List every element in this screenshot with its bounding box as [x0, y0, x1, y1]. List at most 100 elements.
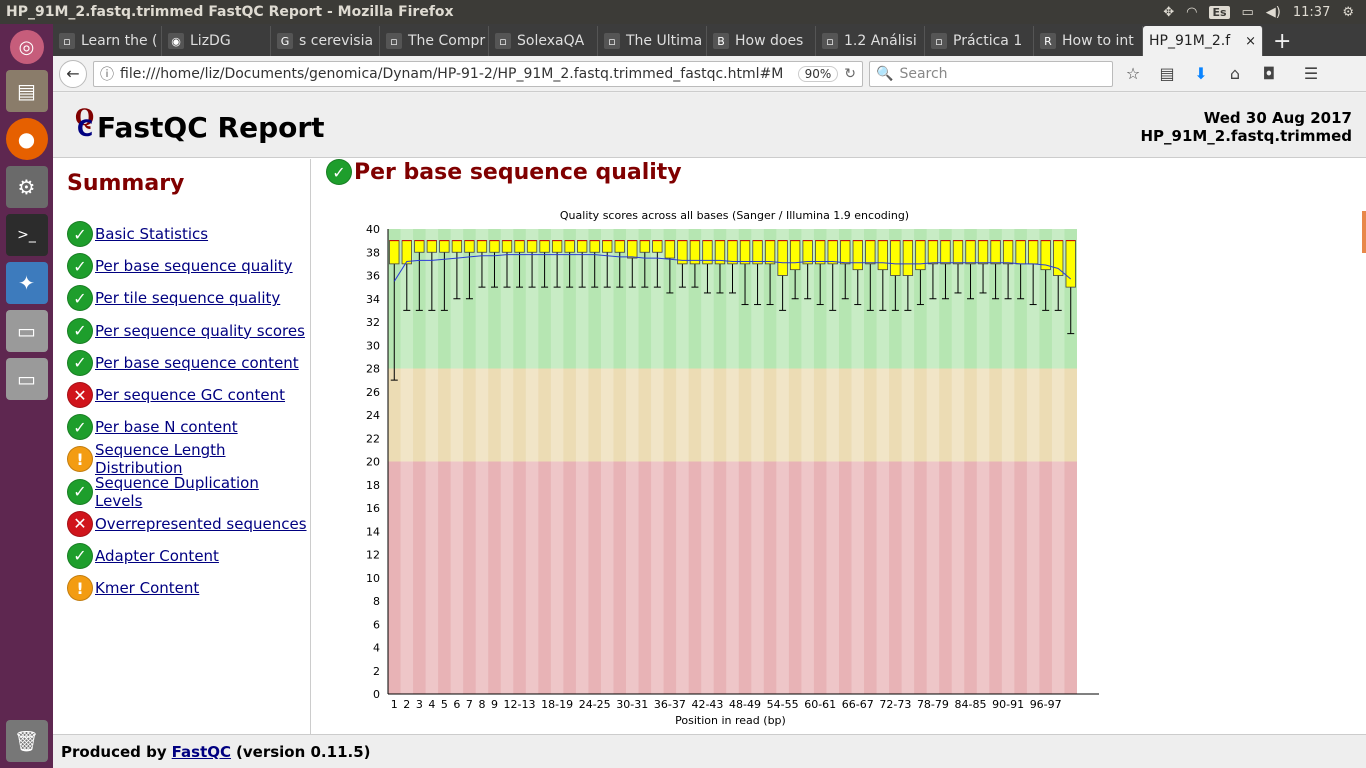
back-button[interactable]: ← [59, 59, 87, 88]
summary-module-link[interactable]: Sequence Duplication Levels [95, 473, 259, 510]
terminal-icon[interactable]: >_ [5, 214, 48, 256]
tab-active[interactable]: HP_91M_2.f × [1143, 26, 1263, 56]
summary-module-link[interactable]: Per base N content [95, 418, 238, 437]
url-text[interactable]: file:///home/liz/Documents/genomica/Dyna… [120, 65, 784, 82]
volume-icon[interactable]: ◀) [1265, 4, 1281, 20]
x-tick-label: 96-97 [1030, 698, 1062, 711]
summary-module-link[interactable]: Per tile sequence quality [95, 289, 281, 308]
summary-module-item: ✓ Per base sequence content [67, 347, 310, 379]
summary-module-link[interactable]: Adapter Content [95, 546, 219, 565]
x-tick-label: 5 [441, 698, 448, 711]
system-tray: ✥ ◠ Es ▭ ◀) 11:37 ⚙ [1163, 5, 1366, 20]
reload-icon[interactable]: ↻ [844, 65, 856, 82]
home-icon[interactable]: ⌂ [1229, 64, 1241, 83]
report-footer: Produced by FastQC (version 0.11.5) [53, 734, 1366, 768]
summary-module-link[interactable]: Basic Statistics [95, 225, 209, 244]
reading-list-icon[interactable]: ▤ [1159, 64, 1175, 83]
system-settings-icon[interactable]: ⚙ [5, 166, 48, 208]
clock[interactable]: 11:37 [1292, 4, 1331, 20]
box [489, 240, 500, 253]
fastqc-link[interactable]: FastQC [171, 742, 232, 761]
x-tick-label: 7 [466, 698, 473, 711]
downloads-icon[interactable]: ⬇ [1194, 64, 1208, 83]
summary-module-item: ✓ Per tile sequence quality [67, 282, 310, 314]
tab[interactable]: B How does [707, 26, 816, 56]
b-icon: B [713, 33, 729, 49]
summary-module-link[interactable]: Per base sequence content [95, 353, 299, 372]
summary-module-item: ✕ Per sequence GC content [67, 379, 310, 411]
dropbox-icon[interactable]: ✥ [1163, 4, 1175, 20]
x-tick-label: 90-91 [992, 698, 1024, 711]
box [840, 240, 851, 265]
tab[interactable]: ▫ Learn the ( [53, 26, 162, 56]
ubuntu-dash-icon[interactable]: ◎ [9, 30, 44, 64]
settings-gear-icon[interactable]: ⚙ [1342, 4, 1354, 20]
summary-module-link[interactable]: Overrepresented sequences [95, 514, 307, 533]
menu-icon[interactable]: ☰ [1303, 64, 1319, 83]
y-tick-label: 0 [373, 688, 380, 701]
pocket-icon[interactable]: ◘ [1262, 64, 1276, 83]
tab[interactable]: ▫ The Compr [380, 26, 489, 56]
tab[interactable]: R How to int [1034, 26, 1143, 56]
y-tick-label: 14 [366, 525, 380, 538]
x-tick-label: 2 [403, 698, 410, 711]
tab[interactable]: ◉ LizDG [162, 26, 271, 56]
close-tab-icon[interactable]: × [1245, 33, 1256, 49]
tab[interactable]: ▫ SolexaQA [489, 26, 598, 56]
drive-icon[interactable]: ▭ [5, 310, 48, 352]
box [602, 240, 613, 253]
summary-module-link[interactable]: Per sequence GC content [95, 386, 286, 405]
tab[interactable]: ▫ 1.2 Análisi [816, 26, 925, 56]
zoom-indicator[interactable]: 90% [797, 65, 839, 82]
firefox-icon[interactable]: ● [5, 118, 48, 160]
column-stripe [525, 229, 539, 694]
keyboard-layout-indicator[interactable]: Es [1209, 5, 1230, 19]
box [639, 240, 650, 253]
info-icon[interactable]: ⓘ [100, 66, 114, 83]
new-tab-button[interactable]: + [1273, 28, 1292, 54]
summary-module-link[interactable]: Per sequence quality scores [95, 321, 305, 340]
summary-module-link[interactable]: Sequence Length Distribution [95, 441, 226, 478]
column-stripe [976, 229, 990, 694]
bookmark-star-icon[interactable]: ☆ [1125, 64, 1141, 83]
box [1015, 240, 1026, 265]
page-icon: ▫ [604, 33, 620, 49]
battery-icon[interactable]: ▭ [1241, 4, 1254, 20]
box [614, 240, 625, 253]
files-icon[interactable]: ▤ [5, 70, 48, 112]
trash-icon[interactable]: 🗑 [5, 720, 48, 762]
pass-check-icon: ✓ [67, 414, 93, 441]
y-tick-label: 20 [366, 456, 380, 469]
box [852, 240, 863, 271]
tab-label: Práctica 1 [953, 33, 1023, 49]
drive-icon[interactable]: ▭ [5, 358, 48, 400]
summary-module-item: ! Sequence Length Distribution [67, 441, 310, 478]
tab[interactable]: ▫ Práctica 1 [925, 26, 1034, 56]
summary-module-item: ✓ Per sequence quality scores [67, 315, 310, 347]
page-icon: ▫ [931, 33, 947, 49]
box [414, 240, 425, 253]
column-stripe [425, 229, 439, 694]
box [551, 240, 563, 253]
scrollbar-thumb[interactable] [1362, 211, 1366, 253]
wifi-icon[interactable]: ◠ [1186, 4, 1198, 20]
x-tick-label: 54-55 [767, 698, 799, 711]
url-bar[interactable]: ⓘ file:///home/liz/Documents/genomica/Dy… [93, 60, 863, 87]
bird-app-icon[interactable]: ✦ [5, 262, 48, 304]
tab-label: How does [735, 33, 804, 49]
search-field[interactable]: 🔍 Search [869, 60, 1113, 87]
github-icon: ◉ [168, 33, 184, 49]
report-date: Wed 30 Aug 2017 [1203, 109, 1352, 127]
x-tick-label: 72-73 [879, 698, 911, 711]
main-panel: ✓ Per base sequence quality Quality scor… [312, 159, 1352, 734]
report-filename: HP_91M_2.fastq.trimmed [1140, 127, 1352, 145]
summary-module-link[interactable]: Per base sequence quality [95, 257, 293, 276]
column-stripe [901, 229, 915, 694]
summary-module-link[interactable]: Kmer Content [95, 579, 200, 598]
x-tick-label: 18-19 [541, 698, 573, 711]
pass-check-icon: ✓ [67, 285, 93, 312]
summary-title: Summary [67, 171, 185, 196]
tab[interactable]: ▫ The Ultima [598, 26, 707, 56]
